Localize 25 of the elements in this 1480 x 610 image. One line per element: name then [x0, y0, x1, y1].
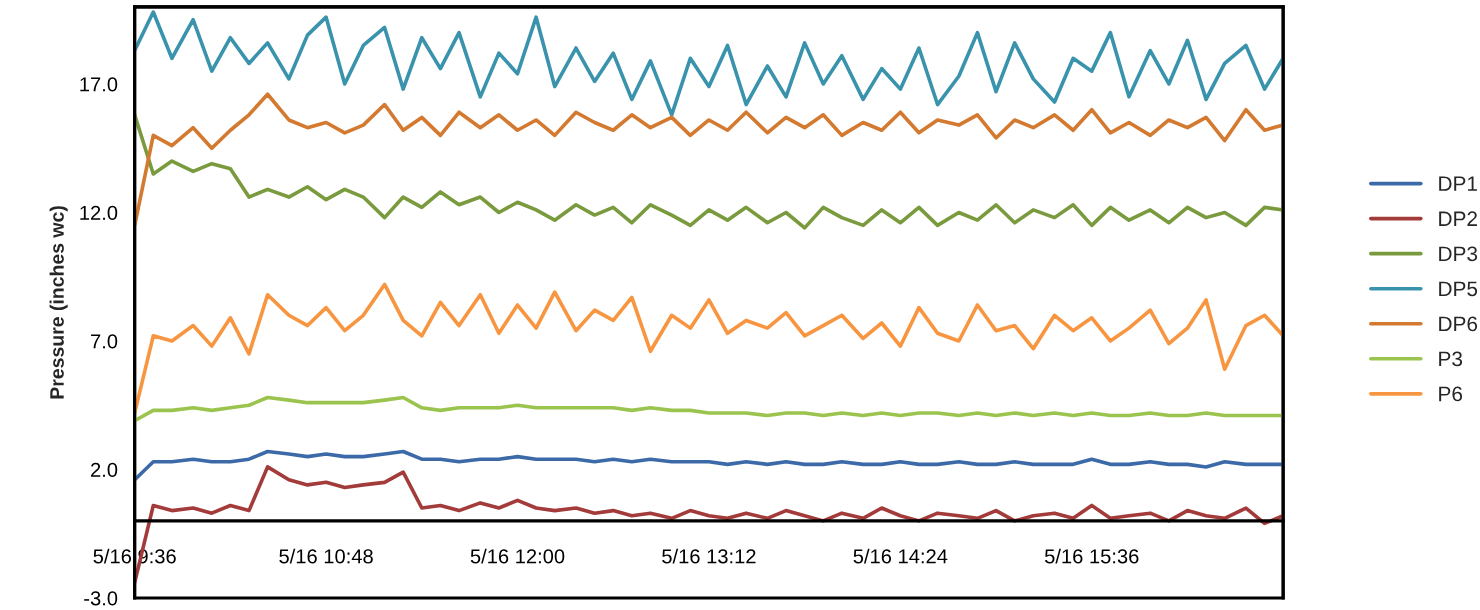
legend-label: DP6	[1439, 316, 1478, 332]
line-series	[134, 449, 1284, 482]
x-tick-label: 5/16 15:36	[1044, 548, 1139, 564]
y-tick-label: 7.0	[91, 334, 118, 349]
line-series	[134, 395, 1284, 423]
legend-label: DP1	[1439, 176, 1477, 191]
legend-label: DP3	[1439, 246, 1478, 262]
y-tick-label: -3.0	[84, 591, 118, 606]
x-tick-label: 5/16 12:00	[470, 548, 565, 564]
line-series	[134, 113, 1284, 230]
legend-label: P3	[1439, 351, 1463, 367]
line-series	[134, 282, 1284, 415]
x-tick-label: 5/16 14:24	[853, 548, 948, 564]
line-series	[134, 10, 1284, 117]
legend-label: DP5	[1439, 281, 1478, 297]
line-series	[134, 92, 1284, 228]
legend-label: DP2	[1439, 211, 1477, 226]
line-series	[134, 465, 1284, 585]
legend-label: P6	[1439, 386, 1463, 402]
x-tick-label: 5/16 10:48	[279, 548, 373, 564]
y-tick-label: 12.0	[80, 205, 118, 220]
y-axis-title: Pressure (inches wc)	[49, 206, 68, 399]
y-tick-label: 17.0	[80, 77, 118, 92]
x-tick-label: 5/16 13:12	[662, 548, 756, 564]
y-tick-label: 2.0	[91, 462, 118, 477]
